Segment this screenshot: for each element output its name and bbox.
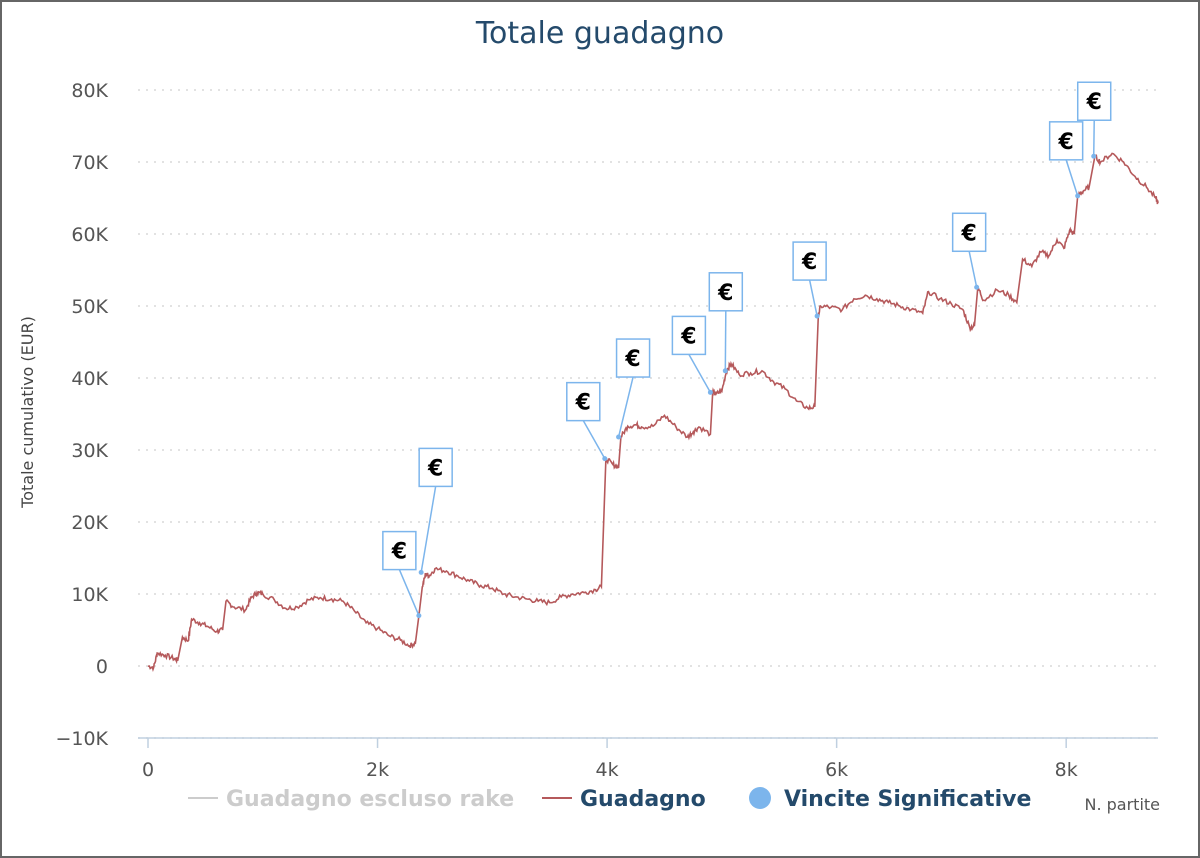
- flag-box: [418, 447, 453, 488]
- legend: Guadagno escluso rake Guadagno Vincite Sig…: [188, 787, 1031, 812]
- flag-box: [1076, 81, 1112, 121]
- y-tick-label: 70K: [71, 152, 108, 174]
- flag-box: [671, 315, 707, 356]
- flag-pin: [968, 251, 978, 288]
- flag-pin: [1065, 159, 1079, 197]
- flag-box: [708, 272, 744, 312]
- series-line-guadagno: [147, 152, 1159, 673]
- y-tick-label: 50K: [71, 296, 108, 318]
- flag-box: [792, 241, 827, 281]
- chart-title: Totale guadagno: [475, 16, 724, 51]
- y-tick-label: 20K: [71, 512, 108, 534]
- y-tick-label: 0: [96, 656, 108, 678]
- x-tick-label: 6k: [825, 759, 848, 781]
- y-tick-label: 80K: [71, 80, 108, 102]
- significant-win-point: [416, 613, 422, 619]
- flag-box: [566, 381, 601, 422]
- flag-label: €: [961, 221, 977, 246]
- y-tick-label: 10K: [71, 584, 108, 606]
- x-tick-label: 8k: [1055, 759, 1078, 781]
- flag-pin: [1092, 120, 1095, 157]
- significant-win-point: [418, 569, 424, 575]
- significant-win-point: [1075, 193, 1081, 199]
- legend-marker: [749, 787, 771, 809]
- significant-win-point: [1091, 153, 1097, 159]
- significant-win-point: [814, 313, 820, 319]
- grid-lines: [138, 89, 1158, 739]
- flag-box: [1048, 121, 1084, 161]
- significant-win-point: [616, 434, 622, 440]
- y-tick-label: 60K: [71, 224, 108, 246]
- flag-pin: [582, 420, 606, 460]
- flag-label: €: [575, 391, 591, 416]
- flags-group: € € € € € € € € € €: [382, 81, 1112, 619]
- x-tick-label: 2k: [366, 759, 389, 781]
- significant-win-point: [602, 456, 608, 462]
- flag-label: €: [717, 281, 733, 306]
- x-tick-label: 0: [142, 759, 154, 781]
- legend-label: Vincite Significative: [784, 787, 1031, 812]
- flag-box: [382, 530, 417, 571]
- significant-win-point: [722, 368, 728, 374]
- flag-pin: [398, 569, 420, 616]
- x-axis-label: N. partite: [1084, 795, 1160, 814]
- y-tick-label: −10K: [55, 728, 108, 750]
- flag-pin: [724, 310, 727, 371]
- flag-label: €: [1086, 90, 1102, 115]
- flag-label: €: [680, 324, 696, 349]
- flag-box: [951, 212, 987, 253]
- x-tick-label: 4k: [596, 759, 619, 781]
- y-axis-label: Totale cumulativo (EUR): [18, 316, 37, 509]
- flag-label: €: [391, 540, 407, 565]
- flag-label: €: [1058, 130, 1074, 155]
- flag-label: €: [624, 347, 640, 372]
- flag-pin: [617, 376, 634, 438]
- flag-label: €: [427, 456, 443, 481]
- y-tick-label: 40K: [71, 368, 108, 390]
- y-axis: −10K 0 10K 20K 30K 40K 50K 60K 70K 80K: [55, 80, 108, 750]
- y-tick-label: 30K: [71, 440, 108, 462]
- legend-label: Guadagno escluso rake: [226, 787, 514, 812]
- flag-pin: [808, 279, 818, 317]
- significant-win-point: [974, 284, 980, 290]
- significant-win-point: [707, 389, 713, 395]
- flag-pin: [420, 486, 437, 573]
- series-group: [147, 152, 1159, 673]
- x-axis: 0 2k 4k 6k 8k: [138, 737, 1158, 781]
- flag-box: [615, 338, 651, 378]
- flag-pin: [688, 354, 712, 393]
- legend-label: Guadagno: [580, 787, 706, 812]
- flag-label: €: [801, 250, 817, 275]
